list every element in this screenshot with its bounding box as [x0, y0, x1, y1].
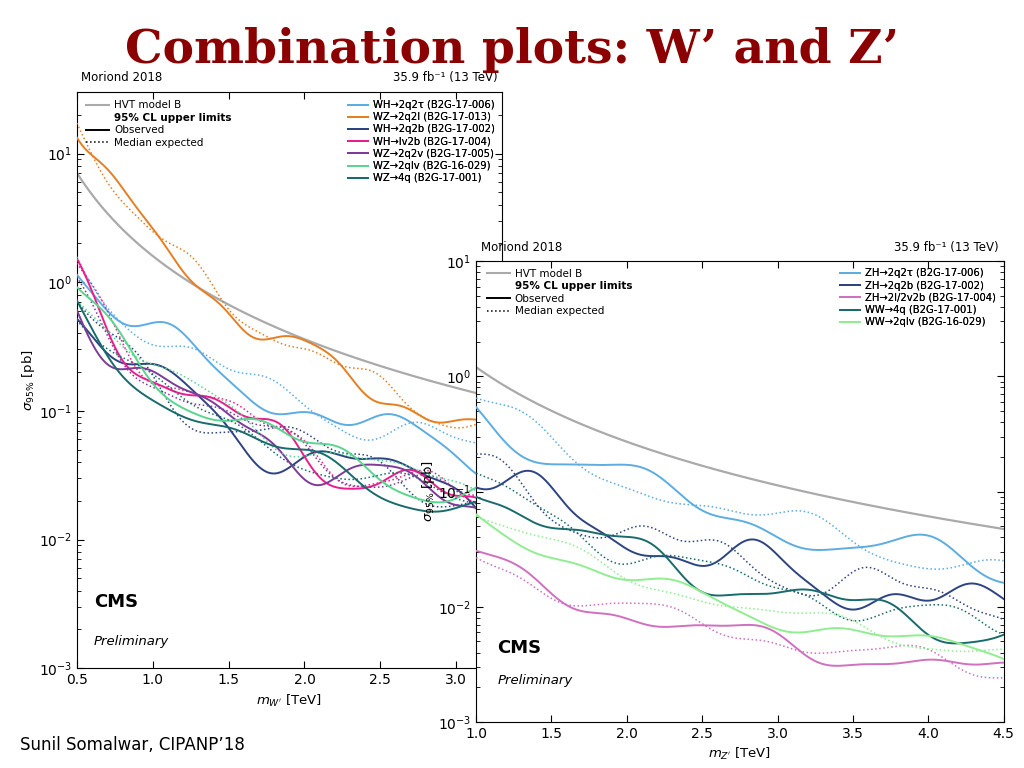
- X-axis label: $m_{W'}$ [TeV]: $m_{W'}$ [TeV]: [256, 693, 323, 709]
- Text: 35.9 fb⁻¹ (13 TeV): 35.9 fb⁻¹ (13 TeV): [894, 241, 998, 254]
- Text: CMS: CMS: [498, 640, 542, 657]
- Y-axis label: $\sigma_{95\%}$ [pb]: $\sigma_{95\%}$ [pb]: [20, 349, 37, 411]
- Legend: ZH→2q2τ (B2G-17-006), ZH→2q2b (B2G-17-002), ZH→2l/2v2b (B2G-17-004), WW→4q (B2G-: ZH→2q2τ (B2G-17-006), ZH→2q2b (B2G-17-00…: [840, 269, 996, 327]
- X-axis label: $m_{Z'}$ [TeV]: $m_{Z'}$ [TeV]: [709, 746, 771, 763]
- Text: Moriond 2018: Moriond 2018: [481, 241, 562, 254]
- Text: Combination plots: W’ and Z’: Combination plots: W’ and Z’: [125, 27, 899, 73]
- Legend: WH→2q2τ (B2G-17-006), WZ→2q2l (B2G-17-013), WH→2q2b (B2G-17-002), WH→lv2b (B2G-1: WH→2q2τ (B2G-17-006), WZ→2q2l (B2G-17-01…: [348, 100, 495, 184]
- Text: Preliminary: Preliminary: [94, 635, 169, 648]
- Text: Preliminary: Preliminary: [498, 674, 572, 687]
- Y-axis label: $\sigma_{95\%}$ [pb]: $\sigma_{95\%}$ [pb]: [420, 461, 436, 522]
- Text: 35.9 fb⁻¹ (13 TeV): 35.9 fb⁻¹ (13 TeV): [393, 71, 498, 84]
- Text: Moriond 2018: Moriond 2018: [81, 71, 162, 84]
- Text: Sunil Somalwar, CIPANP’18: Sunil Somalwar, CIPANP’18: [20, 737, 246, 754]
- Text: CMS: CMS: [94, 593, 138, 611]
